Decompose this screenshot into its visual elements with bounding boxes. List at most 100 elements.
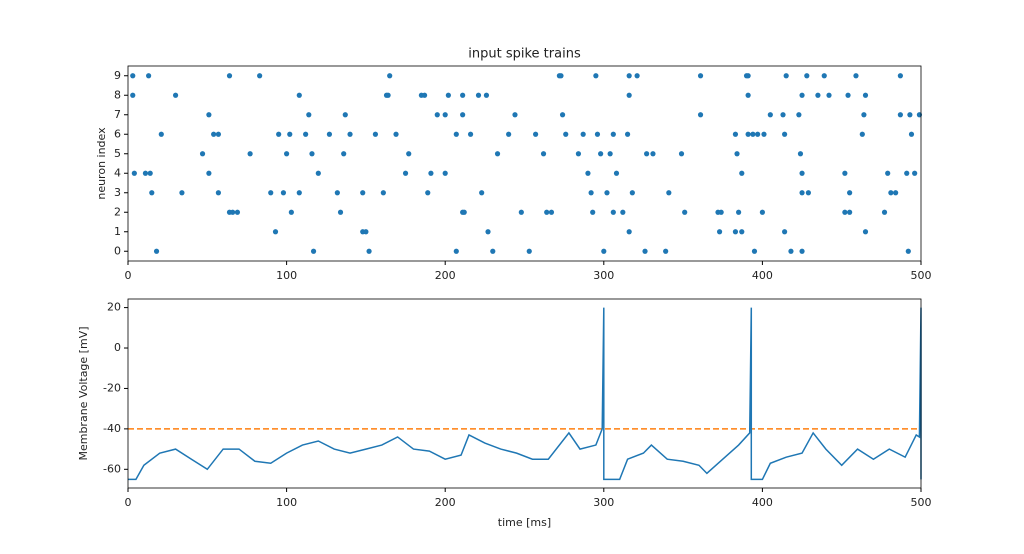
spike-point <box>620 209 626 215</box>
chart-title: input spike trains <box>468 47 581 62</box>
spike-point <box>590 209 596 215</box>
spike-point <box>799 170 805 176</box>
spike-point <box>453 131 459 137</box>
y-tick-label: 1 <box>114 225 121 238</box>
spike-point <box>626 229 632 235</box>
spike-point <box>149 190 155 196</box>
spike-point <box>629 190 635 196</box>
spike-point <box>888 190 894 196</box>
spike-point <box>296 190 302 196</box>
spike-point <box>385 92 391 98</box>
spike-point <box>230 209 236 215</box>
axes-frame <box>127 298 922 489</box>
spike-point <box>366 248 372 254</box>
spike-point <box>147 170 153 176</box>
spike-point <box>288 209 294 215</box>
spike-point <box>739 170 745 176</box>
spike-point <box>610 209 616 215</box>
spike-point <box>885 170 891 176</box>
spike-point <box>526 248 532 254</box>
spike-point <box>512 112 518 118</box>
spike-point <box>593 73 599 79</box>
y-tick-label: -60 <box>103 462 121 475</box>
y-tick-label: 20 <box>107 301 121 314</box>
spike-point <box>862 229 869 235</box>
spike-point <box>309 151 315 157</box>
spike-point <box>697 112 704 118</box>
spike-point <box>905 248 911 254</box>
spike-point <box>613 170 620 176</box>
spike-point <box>276 131 282 137</box>
spike-point <box>842 209 848 215</box>
spike-point <box>372 131 379 137</box>
spike-point <box>347 131 353 137</box>
spike-point <box>334 190 340 196</box>
spike-point <box>215 190 222 196</box>
spike-point <box>540 151 547 157</box>
spike-point <box>380 190 386 196</box>
x-tick-label: 0 <box>125 269 132 282</box>
spike-point <box>594 131 601 137</box>
spike-point <box>490 248 496 254</box>
y-tick-label: 3 <box>114 186 121 199</box>
spike-point <box>544 209 550 215</box>
spike-point <box>767 112 773 118</box>
spike-point <box>666 190 672 196</box>
spike-point <box>580 131 586 137</box>
spike-point <box>575 151 582 157</box>
spike-point <box>853 73 859 79</box>
spike-point <box>745 131 751 137</box>
spike-point <box>678 151 685 157</box>
spike-point <box>782 131 788 137</box>
spike-point <box>755 131 761 137</box>
spike-point <box>280 190 287 196</box>
spike-point <box>842 170 848 176</box>
spike-point <box>736 209 742 215</box>
spike-point <box>272 229 279 235</box>
spike-point <box>445 92 451 98</box>
y-axis-label: Membrane Voltage [mV] <box>77 326 90 460</box>
x-tick-label: 0 <box>125 496 132 509</box>
spike-point <box>146 73 152 79</box>
y-tick-label: 8 <box>114 88 121 101</box>
x-tick-label: 400 <box>752 269 773 282</box>
spike-point <box>598 151 604 157</box>
spike-point <box>179 190 185 196</box>
spike-point <box>558 73 564 79</box>
spike-point <box>226 73 233 79</box>
spike-point <box>306 112 312 118</box>
spike-point <box>247 151 253 157</box>
spike-point <box>585 170 591 176</box>
x-tick-label: 300 <box>593 269 614 282</box>
spike-point <box>494 151 501 157</box>
spike-point <box>718 209 724 215</box>
y-tick-label: 4 <box>114 166 121 179</box>
spike-point <box>745 73 751 79</box>
spike-point <box>257 73 263 79</box>
y-tick-label: -40 <box>103 422 121 435</box>
spike-point <box>425 190 431 196</box>
spike-point <box>461 209 467 215</box>
spike-point <box>601 248 607 254</box>
voltage-line <box>128 307 922 481</box>
spike-point <box>287 131 293 137</box>
spike-point <box>780 112 786 118</box>
y-tick-label: 0 <box>114 341 121 354</box>
x-tick-label: 400 <box>752 496 773 509</box>
spike-point <box>310 248 317 254</box>
spike-point <box>797 151 804 157</box>
spike-point <box>158 131 164 137</box>
x-tick-label: 500 <box>911 496 932 509</box>
spike-point <box>421 92 428 98</box>
spike-point <box>847 209 853 215</box>
spike-point <box>315 170 321 176</box>
spike-point <box>326 131 333 137</box>
spike-point <box>153 248 160 254</box>
spike-point <box>626 92 632 98</box>
spike-point <box>650 151 656 157</box>
spike-point <box>206 170 212 176</box>
spike-point <box>130 73 136 79</box>
spike-point <box>406 151 412 157</box>
